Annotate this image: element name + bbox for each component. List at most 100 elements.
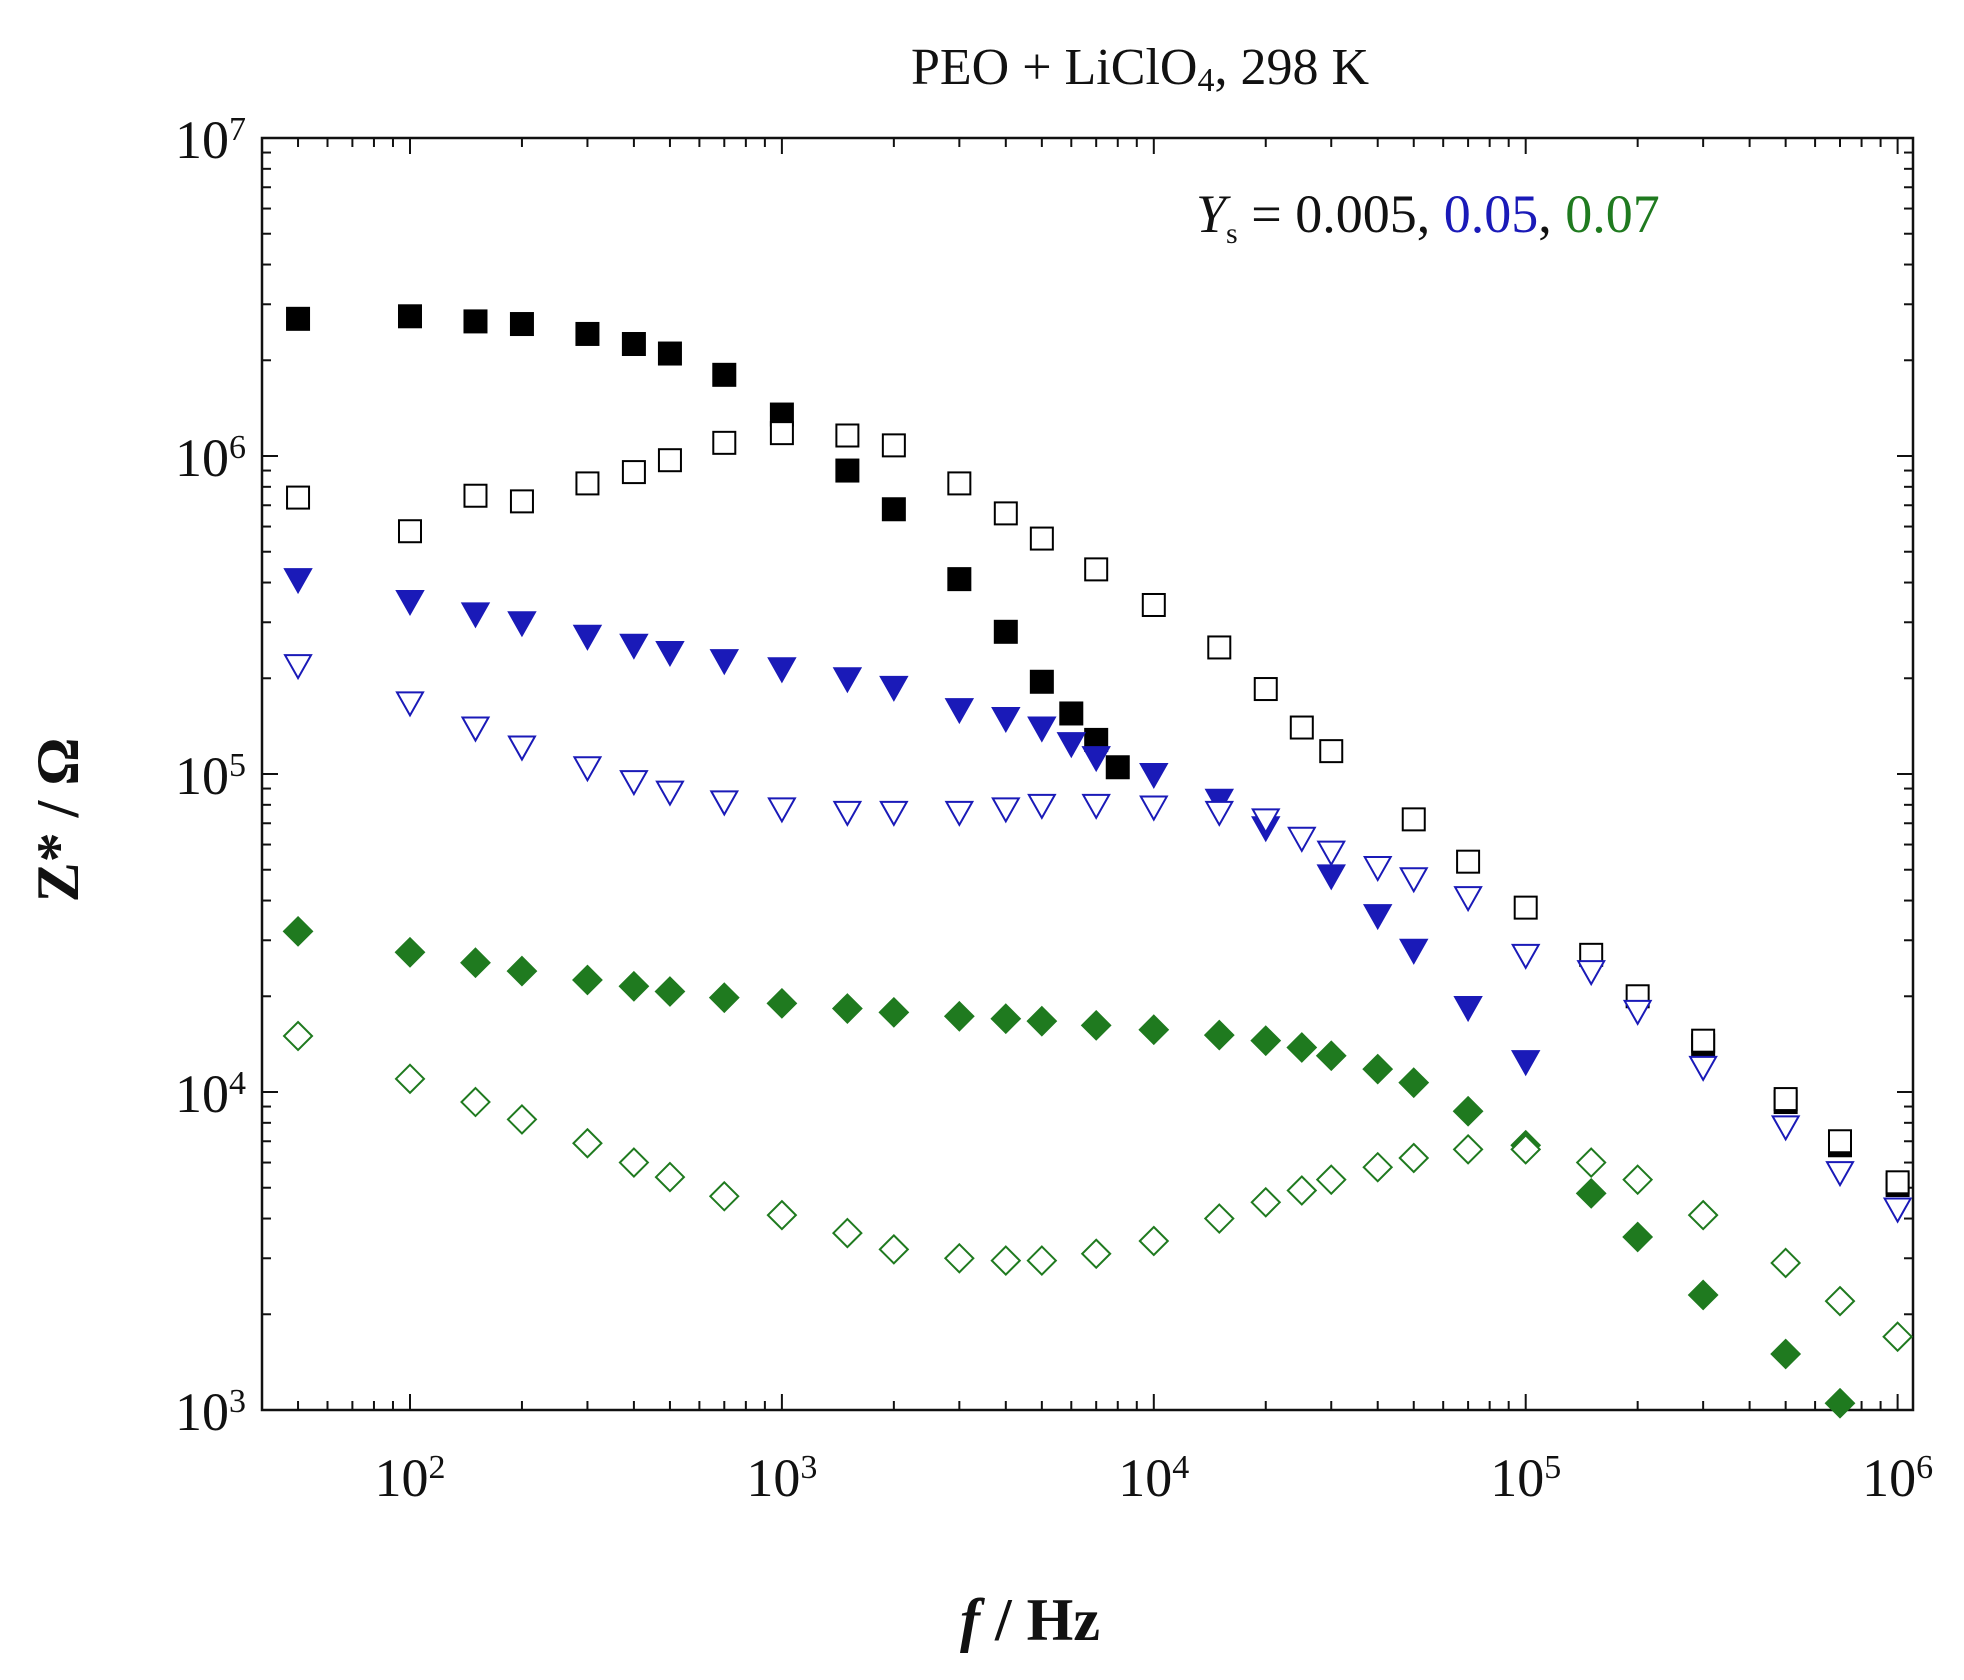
data-point	[507, 735, 537, 762]
data-point	[621, 332, 646, 357]
data-point	[1203, 1203, 1235, 1234]
data-point	[1084, 557, 1109, 582]
data-point	[947, 567, 972, 592]
data-point	[507, 611, 537, 638]
data-point	[1575, 1147, 1607, 1178]
x-tick-label: 104	[1118, 1448, 1189, 1508]
data-point	[619, 770, 649, 797]
data-point	[990, 1245, 1022, 1277]
data-point	[1250, 1186, 1282, 1218]
data-point	[1253, 677, 1278, 702]
data-point	[655, 780, 685, 807]
data-series	[282, 304, 1914, 1419]
data-point	[708, 982, 740, 1014]
data-point	[835, 458, 860, 483]
data-point	[286, 306, 311, 331]
data-point	[1770, 1338, 1802, 1370]
y-tick-label: 105	[175, 746, 246, 806]
data-point	[767, 657, 797, 684]
data-point	[1026, 1245, 1058, 1277]
data-point	[1510, 1050, 1541, 1077]
data-point	[1825, 1161, 1855, 1188]
data-point	[463, 483, 488, 508]
data-point	[1453, 996, 1483, 1023]
data-point	[1575, 1177, 1607, 1209]
legend-value: ,	[1417, 184, 1444, 244]
chart-title: PEO + LiClO4, 298 K	[911, 39, 1369, 99]
data-point	[1316, 864, 1346, 891]
data-point	[506, 1103, 538, 1135]
data-point	[654, 1161, 686, 1193]
data-point	[709, 790, 740, 817]
data-point	[1141, 592, 1166, 617]
y-tick-label: 104	[175, 1064, 246, 1124]
data-point	[881, 497, 906, 522]
data-point	[991, 707, 1021, 734]
data-point	[1882, 1197, 1913, 1224]
data-point	[712, 362, 737, 387]
data-point	[1081, 746, 1111, 773]
y-tick-label: 107	[175, 110, 246, 170]
data-point	[878, 1233, 910, 1265]
data-point	[1885, 1170, 1910, 1195]
data-point	[766, 1199, 798, 1231]
data-point	[831, 993, 863, 1024]
data-point	[655, 640, 685, 667]
data-point	[1319, 739, 1344, 764]
data-point	[1362, 1053, 1394, 1085]
data-point	[1362, 855, 1393, 883]
data-point	[618, 1147, 650, 1178]
data-point	[1027, 793, 1057, 820]
data-point	[463, 309, 488, 334]
data-point	[1691, 1028, 1716, 1053]
data-point	[621, 460, 646, 485]
data-point	[879, 675, 909, 702]
data-point	[572, 624, 603, 651]
data-point	[947, 471, 972, 496]
data-point	[832, 800, 863, 827]
legend-value: ,	[1538, 184, 1565, 244]
data-point	[572, 756, 603, 783]
data-point	[1510, 1133, 1542, 1165]
data-point	[991, 797, 1021, 824]
data-point	[1882, 1321, 1914, 1353]
data-point	[395, 691, 425, 718]
data-point	[283, 654, 313, 681]
y-tick-labels: 103 104 105 106 107	[175, 110, 246, 1442]
data-point	[1026, 1005, 1058, 1037]
data-point	[1576, 960, 1606, 987]
data-point	[394, 1063, 426, 1095]
data-point	[881, 433, 906, 458]
data-point	[1773, 1087, 1798, 1112]
data-point	[572, 964, 603, 996]
data-point	[767, 797, 797, 824]
legend-equals: =	[1238, 184, 1295, 244]
data-point	[1027, 716, 1057, 743]
data-point	[1770, 1247, 1802, 1279]
data-point	[709, 649, 740, 676]
data-point	[460, 716, 491, 743]
data-point	[1622, 999, 1653, 1026]
data-point	[283, 568, 313, 595]
data-point	[397, 304, 422, 329]
data-point	[1286, 1175, 1318, 1206]
data-point	[654, 976, 686, 1007]
data-point	[575, 471, 600, 496]
data-point	[506, 955, 538, 987]
data-point	[1687, 1279, 1719, 1311]
data-point	[657, 448, 682, 473]
data-point	[708, 1180, 740, 1212]
data-point	[619, 633, 649, 660]
svg-text:Ys = 0.005, 0.05, 0.07: Ys = 0.005, 0.05, 0.07	[1196, 184, 1660, 250]
axis-ticks	[261, 137, 1913, 1411]
data-point	[944, 698, 975, 725]
x-tick-label: 106	[1862, 1448, 1933, 1508]
data-point	[1029, 526, 1054, 551]
y-tick-label: 106	[175, 428, 246, 488]
legend: Ys = 0.005, 0.05, 0.07	[1196, 184, 1660, 250]
data-point	[1510, 943, 1541, 970]
data-point	[1622, 1164, 1654, 1196]
series-4	[282, 915, 1856, 1419]
data-point	[1401, 807, 1426, 832]
plot-frame	[260, 136, 1915, 1412]
